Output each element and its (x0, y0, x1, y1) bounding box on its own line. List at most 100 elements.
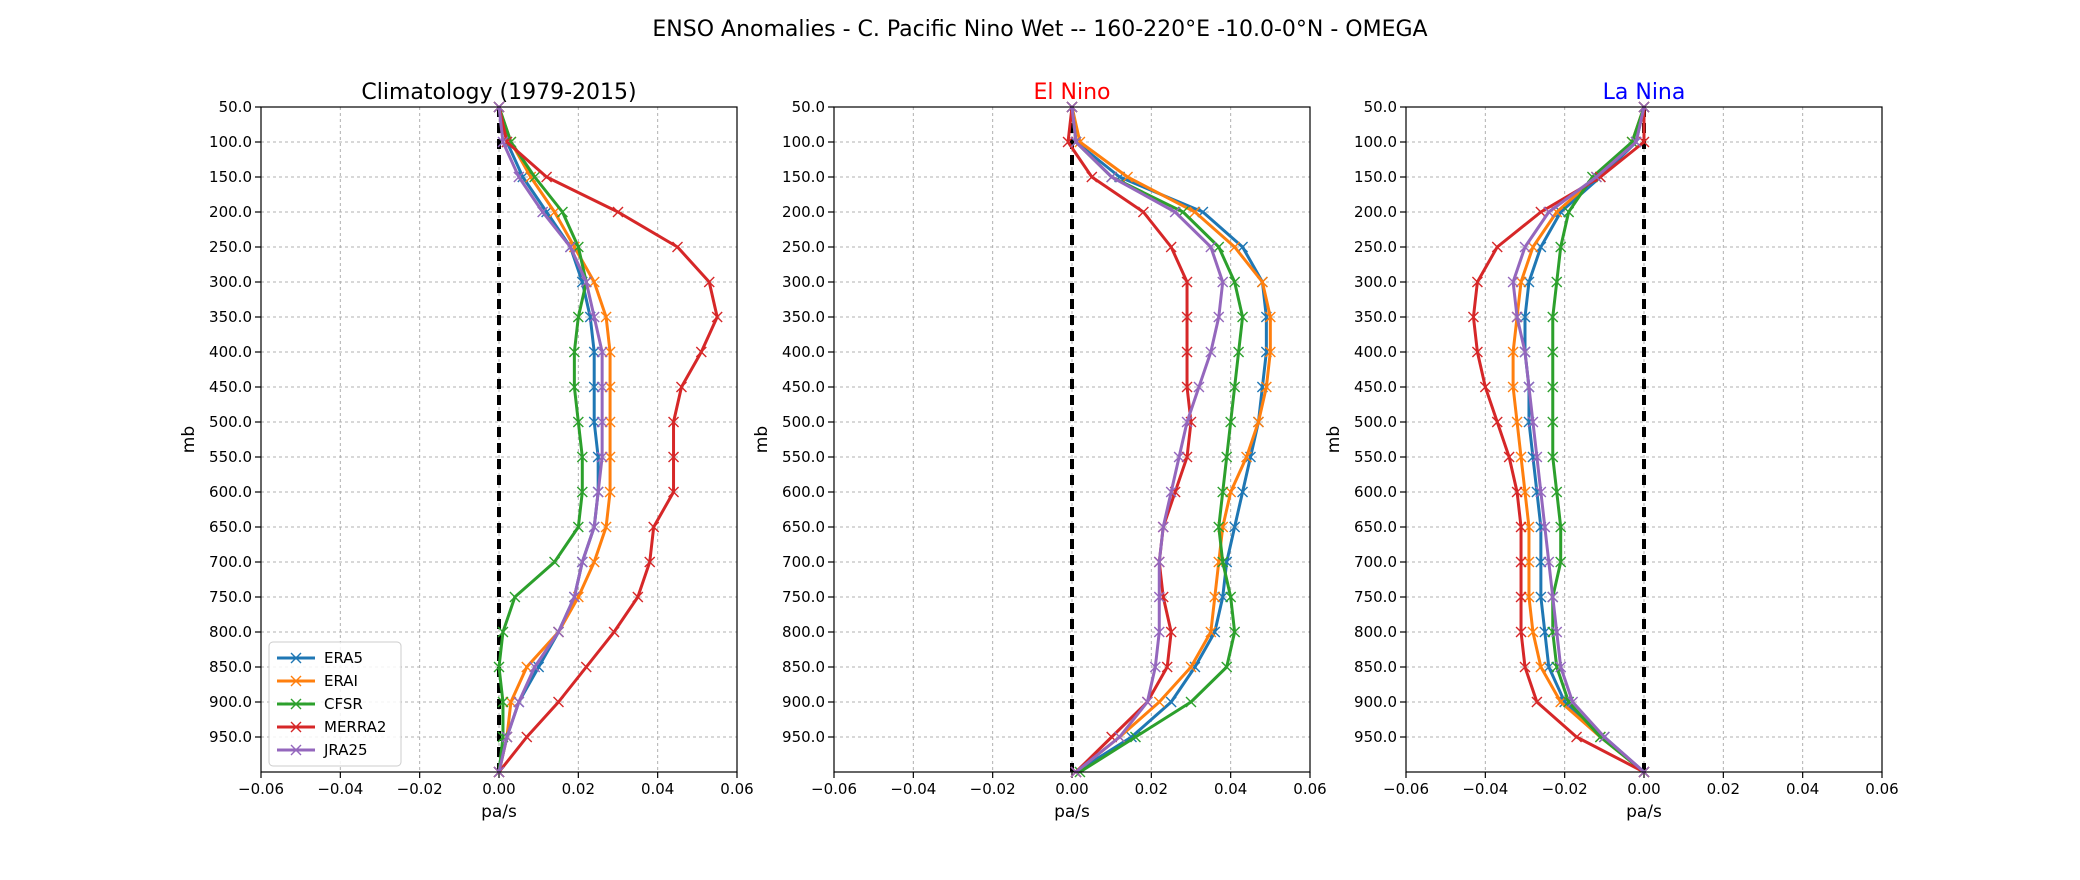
y-tick-label: 200.0 (209, 203, 252, 221)
y-tick-label: 50.0 (1364, 98, 1397, 116)
data-point-marker (1153, 556, 1165, 568)
legend-swatch-marker (290, 721, 302, 733)
data-point-marker (1535, 661, 1547, 673)
data-point-marker (493, 661, 505, 673)
data-point-marker (604, 486, 616, 498)
data-point-marker (1471, 346, 1483, 358)
data-point-marker (1515, 451, 1527, 463)
data-point-marker (711, 311, 723, 323)
data-point-marker (1229, 521, 1241, 533)
data-point-marker (604, 346, 616, 358)
data-point-marker (1213, 241, 1225, 253)
data-point-marker (1264, 311, 1276, 323)
data-point-marker (1515, 521, 1527, 533)
data-point-marker (1555, 661, 1567, 673)
y-tick-label: 700.0 (209, 553, 252, 571)
legend-label: MERRA2 (324, 718, 386, 736)
data-point-marker (608, 626, 620, 638)
data-point-marker (600, 521, 612, 533)
data-point-marker (1594, 171, 1606, 183)
data-point-marker (588, 276, 600, 288)
y-tick-label: 50.0 (792, 98, 825, 116)
series-merra2 (493, 101, 723, 778)
y-tick-label: 550.0 (782, 448, 825, 466)
series-cfsr (493, 101, 592, 778)
data-point-marker (1507, 381, 1519, 393)
y-tick-label: 750.0 (209, 588, 252, 606)
data-point-marker (1519, 486, 1531, 498)
y-tick-label: 950.0 (209, 728, 252, 746)
y-tick-label: 350.0 (1354, 308, 1397, 326)
x-tick-label: 0.02 (562, 780, 595, 798)
data-point-marker (604, 381, 616, 393)
y-tick-label: 950.0 (1354, 728, 1397, 746)
series-era5 (1066, 101, 1272, 778)
data-point-marker (1205, 346, 1217, 358)
data-point-marker (1543, 556, 1555, 568)
data-point-marker (1233, 346, 1245, 358)
data-point-marker (576, 556, 588, 568)
data-point-marker (1535, 486, 1547, 498)
data-point-marker (1515, 626, 1527, 638)
data-point-marker (572, 521, 584, 533)
data-point-marker (1519, 241, 1531, 253)
data-point-marker (1193, 381, 1205, 393)
data-point-marker (668, 486, 680, 498)
y-tick-label: 800.0 (209, 623, 252, 641)
panel-title: Climatology (1979-2015) (361, 80, 636, 105)
series-line-merra2 (1471, 107, 1646, 774)
y-tick-label: 750.0 (1354, 588, 1397, 606)
y-tick-label: 250.0 (782, 238, 825, 256)
x-tick-label: −0.02 (970, 780, 1016, 798)
data-point-marker (1153, 591, 1165, 603)
data-point-marker (1165, 626, 1177, 638)
y-tick-label: 600.0 (1354, 483, 1397, 501)
data-point-marker (1567, 696, 1579, 708)
y-tick-label: 600.0 (209, 483, 252, 501)
data-point-marker (1237, 241, 1249, 253)
x-tick-label: −0.02 (1542, 780, 1588, 798)
data-point-marker (1260, 381, 1272, 393)
y-tick-label: 500.0 (209, 413, 252, 431)
data-point-marker (596, 381, 608, 393)
data-point-marker (1527, 241, 1539, 253)
data-point-marker (576, 486, 588, 498)
data-point-marker (1213, 311, 1225, 323)
y-axis-label: mb (752, 426, 772, 453)
y-tick-label: 100.0 (782, 133, 825, 151)
data-point-marker (580, 276, 592, 288)
data-point-marker (600, 311, 612, 323)
x-tick-label: 0.06 (720, 780, 753, 798)
data-point-marker (1467, 311, 1479, 323)
y-tick-label: 400.0 (1354, 343, 1397, 361)
data-point-marker (1217, 486, 1229, 498)
data-point-marker (1181, 276, 1193, 288)
y-tick-label: 400.0 (782, 343, 825, 361)
data-point-marker (1217, 591, 1229, 603)
data-point-marker (604, 416, 616, 428)
y-axis-label: mb (1324, 426, 1344, 453)
y-tick-label: 450.0 (782, 378, 825, 396)
chart-panels: −0.06 −0.04 −0.02 0.00 0.02 0.04 0.06 50.0 100.0… (179, 80, 1899, 822)
x-tick-label: −0.06 (238, 780, 284, 798)
y-tick-label: 500.0 (1354, 413, 1397, 431)
data-point-marker (1507, 276, 1519, 288)
data-point-marker (1217, 276, 1229, 288)
data-point-marker (1523, 276, 1535, 288)
data-point-marker (1252, 416, 1264, 428)
data-point-marker (529, 171, 541, 183)
x-tick-label: −0.04 (890, 780, 936, 798)
y-tick-label: 100.0 (1354, 133, 1397, 151)
data-point-marker (568, 346, 580, 358)
data-point-marker (1237, 311, 1249, 323)
data-point-marker (1598, 731, 1610, 743)
axes-frame (260, 106, 738, 773)
data-point-marker (588, 311, 600, 323)
panel-title: La Nina (1603, 80, 1686, 105)
data-point-marker (1630, 136, 1642, 148)
data-point-marker (1531, 451, 1543, 463)
data-point-marker (572, 241, 584, 253)
series-line-cfsr (497, 106, 588, 773)
data-point-marker (513, 696, 525, 708)
x-tick-label: −0.02 (397, 780, 443, 798)
